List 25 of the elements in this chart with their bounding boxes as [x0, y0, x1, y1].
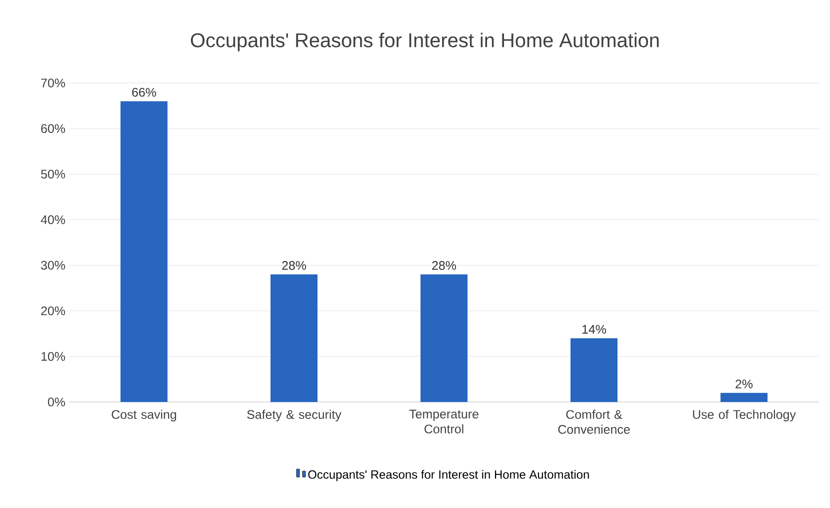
x-tick-label: Use of Technology — [693, 410, 796, 422]
y-tick-label: 70% — [41, 78, 66, 88]
bar — [270, 274, 318, 402]
y-tick-label: 50% — [41, 170, 66, 179]
bar — [570, 338, 618, 402]
y-tick-label: 40% — [40, 215, 66, 224]
x-tick-label: Temperature Control — [409, 410, 478, 434]
bar — [720, 392, 768, 402]
legend-label: Occupants' Reasons for Interest in Home Automation — [308, 470, 589, 482]
bar — [120, 101, 168, 402]
data-label: 14% — [582, 324, 606, 334]
data-label: 2% — [736, 380, 753, 388]
x-tick-label: Comfort & Convenience — [558, 410, 630, 434]
y-tick-label: 60% — [41, 124, 66, 133]
y-tick-label: 10% — [42, 352, 66, 361]
data-label: 28% — [282, 261, 306, 270]
data-label: 28% — [432, 261, 456, 270]
x-tick-label: Cost saving — [112, 410, 176, 422]
data-label: 66% — [132, 88, 156, 97]
y-tick-label: 30% — [41, 260, 66, 270]
y-tick-label: 0% — [48, 398, 66, 406]
y-tick-label: 20% — [41, 306, 66, 316]
x-tick-label: Safety & security — [247, 410, 342, 422]
chart-title: Occupants' Reasons for Interest in Home Automation — [190, 32, 659, 52]
bar — [420, 274, 468, 402]
